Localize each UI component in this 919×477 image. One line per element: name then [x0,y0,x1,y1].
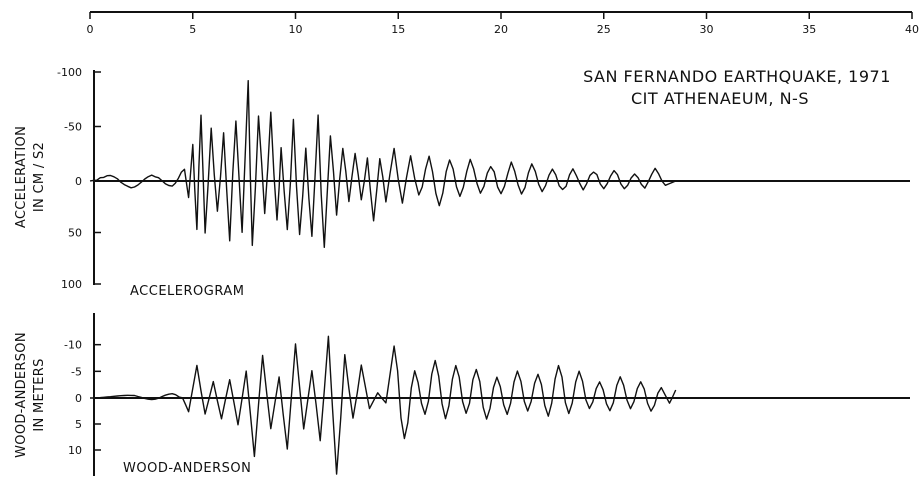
time-tick-label-6: 30 [700,23,714,36]
acc-ytick-label-3: 50 [68,227,82,240]
wa-ytick-label-3: 5 [75,418,82,431]
wa-ytick-label-4: 10 [68,444,82,457]
wa-ytick-label-0: -10 [64,339,82,352]
time-tick-label-5: 25 [597,23,611,36]
wood-anderson-label: WOOD-ANDERSON [123,461,251,476]
time-tick-label-3: 15 [391,23,405,36]
acc-ytick-label-1: -50 [64,121,82,134]
acc-ytick-label-4: 100 [61,278,82,291]
time-tick-label-4: 20 [494,23,508,36]
wood-anderson-ylabel-line2: IN METERS [32,358,47,431]
accelerogram-panel: -100 -50 0 50 100 ACCELERATION IN CM / S2 AC… [14,66,910,299]
chart-title-line1: SAN FERNANDO EARTHQUAKE, 1971 [583,67,891,86]
acc-ytick-label-2: 0 [75,175,82,188]
time-tick-label-7: 35 [802,23,816,36]
accelerogram-label: ACCELEROGRAM [130,284,244,299]
time-tick-label-2: 10 [289,23,303,36]
wa-ytick-label-2: 0 [75,392,82,405]
accelerogram-trace [89,80,676,248]
chart-title-line2: CIT ATHENAEUM, N-S [631,89,809,108]
acc-ytick-label-0: -100 [57,66,82,79]
time-axis: 0 5 10 15 20 25 30 35 40 [87,11,919,36]
wood-anderson-panel: -10 -5 0 5 10 WOOD-ANDERSON IN METERS WOOD-A… [14,313,910,476]
accelerogram-ylabel-line2: IN CM / S2 [32,142,47,212]
time-tick-label-8: 40 [905,23,919,36]
wood-anderson-trace [90,335,677,475]
wood-anderson-ylabel-line1: WOOD-ANDERSON [14,332,29,458]
time-tick-label-1: 5 [189,23,196,36]
time-tick-label-0: 0 [87,23,94,36]
wa-ytick-label-1: -5 [71,365,82,378]
accelerogram-ylabel-line1: ACCELERATION [14,126,29,228]
